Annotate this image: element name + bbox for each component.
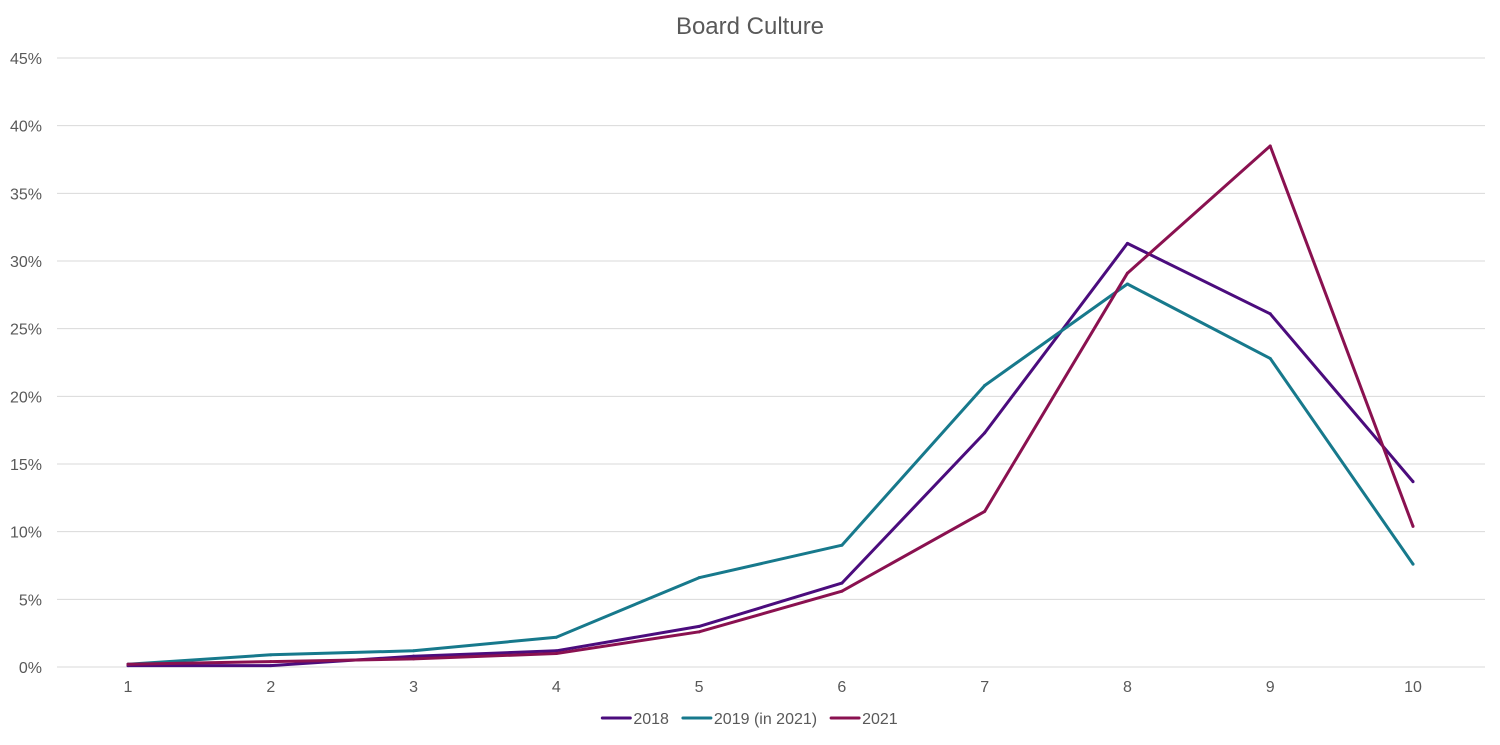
data-point <box>412 649 416 653</box>
y-tick-label: 15% <box>10 457 42 474</box>
data-point <box>554 651 558 655</box>
series-line <box>126 144 1415 666</box>
gridlines <box>57 57 1485 668</box>
series-line <box>126 282 1415 666</box>
data-point <box>840 543 844 547</box>
data-point <box>697 576 701 580</box>
y-tick-label: 45% <box>10 51 42 68</box>
series-group <box>126 241 1415 668</box>
data-point <box>1125 271 1129 275</box>
data-point <box>1125 241 1129 245</box>
series-line <box>126 241 1415 668</box>
data-point <box>412 657 416 661</box>
data-point <box>1411 562 1415 566</box>
x-tick-label: 5 <box>695 679 704 696</box>
series-group <box>126 282 1415 666</box>
x-tick-label: 9 <box>1266 679 1275 696</box>
x-tick-label: 4 <box>552 679 561 696</box>
y-tick-label: 0% <box>19 660 42 677</box>
x-tick-label: 8 <box>1123 679 1132 696</box>
chart-title: Board Culture <box>676 13 824 40</box>
data-point <box>1411 524 1415 528</box>
data-point <box>1411 480 1415 484</box>
legend-label: 2018 <box>633 711 669 728</box>
data-point <box>269 653 273 657</box>
data-point <box>840 581 844 585</box>
legend: 2018 2019 (in 2021) 2021 <box>600 711 898 728</box>
series-lines <box>126 144 1415 668</box>
x-tick-label: 2 <box>266 679 275 696</box>
x-tick-label: 6 <box>837 679 846 696</box>
data-point <box>983 509 987 513</box>
x-axis-ticks: 1 2 3 4 5 6 7 8 9 10 <box>124 679 1422 696</box>
y-tick-label: 30% <box>10 254 42 271</box>
data-point <box>840 589 844 593</box>
data-point <box>554 635 558 639</box>
data-point <box>697 630 701 634</box>
data-point <box>983 384 987 388</box>
legend-label: 2021 <box>862 711 898 728</box>
legend-label: 2019 (in 2021) <box>714 711 817 728</box>
x-tick-label: 7 <box>980 679 989 696</box>
y-tick-label: 10% <box>10 525 42 542</box>
data-point <box>1125 282 1129 286</box>
y-tick-label: 25% <box>10 322 42 339</box>
data-point <box>269 664 273 668</box>
y-tick-label: 40% <box>10 119 42 136</box>
data-point <box>269 660 273 664</box>
x-tick-label: 3 <box>409 679 418 696</box>
y-axis-ticks: 0% 5% 10% 15% 20% 25% 30% 35% 40% 45% <box>10 51 42 677</box>
y-tick-label: 5% <box>19 592 42 609</box>
y-tick-label: 35% <box>10 186 42 203</box>
data-point <box>1268 312 1272 316</box>
data-point <box>554 649 558 653</box>
series-group <box>126 144 1415 666</box>
data-point <box>412 654 416 658</box>
data-point <box>126 662 130 666</box>
x-tick-label: 10 <box>1404 679 1422 696</box>
data-point <box>983 431 987 435</box>
data-point <box>1268 356 1272 360</box>
data-point <box>1268 144 1272 148</box>
x-tick-label: 1 <box>124 679 133 696</box>
y-tick-label: 20% <box>10 389 42 406</box>
data-point <box>697 624 701 628</box>
